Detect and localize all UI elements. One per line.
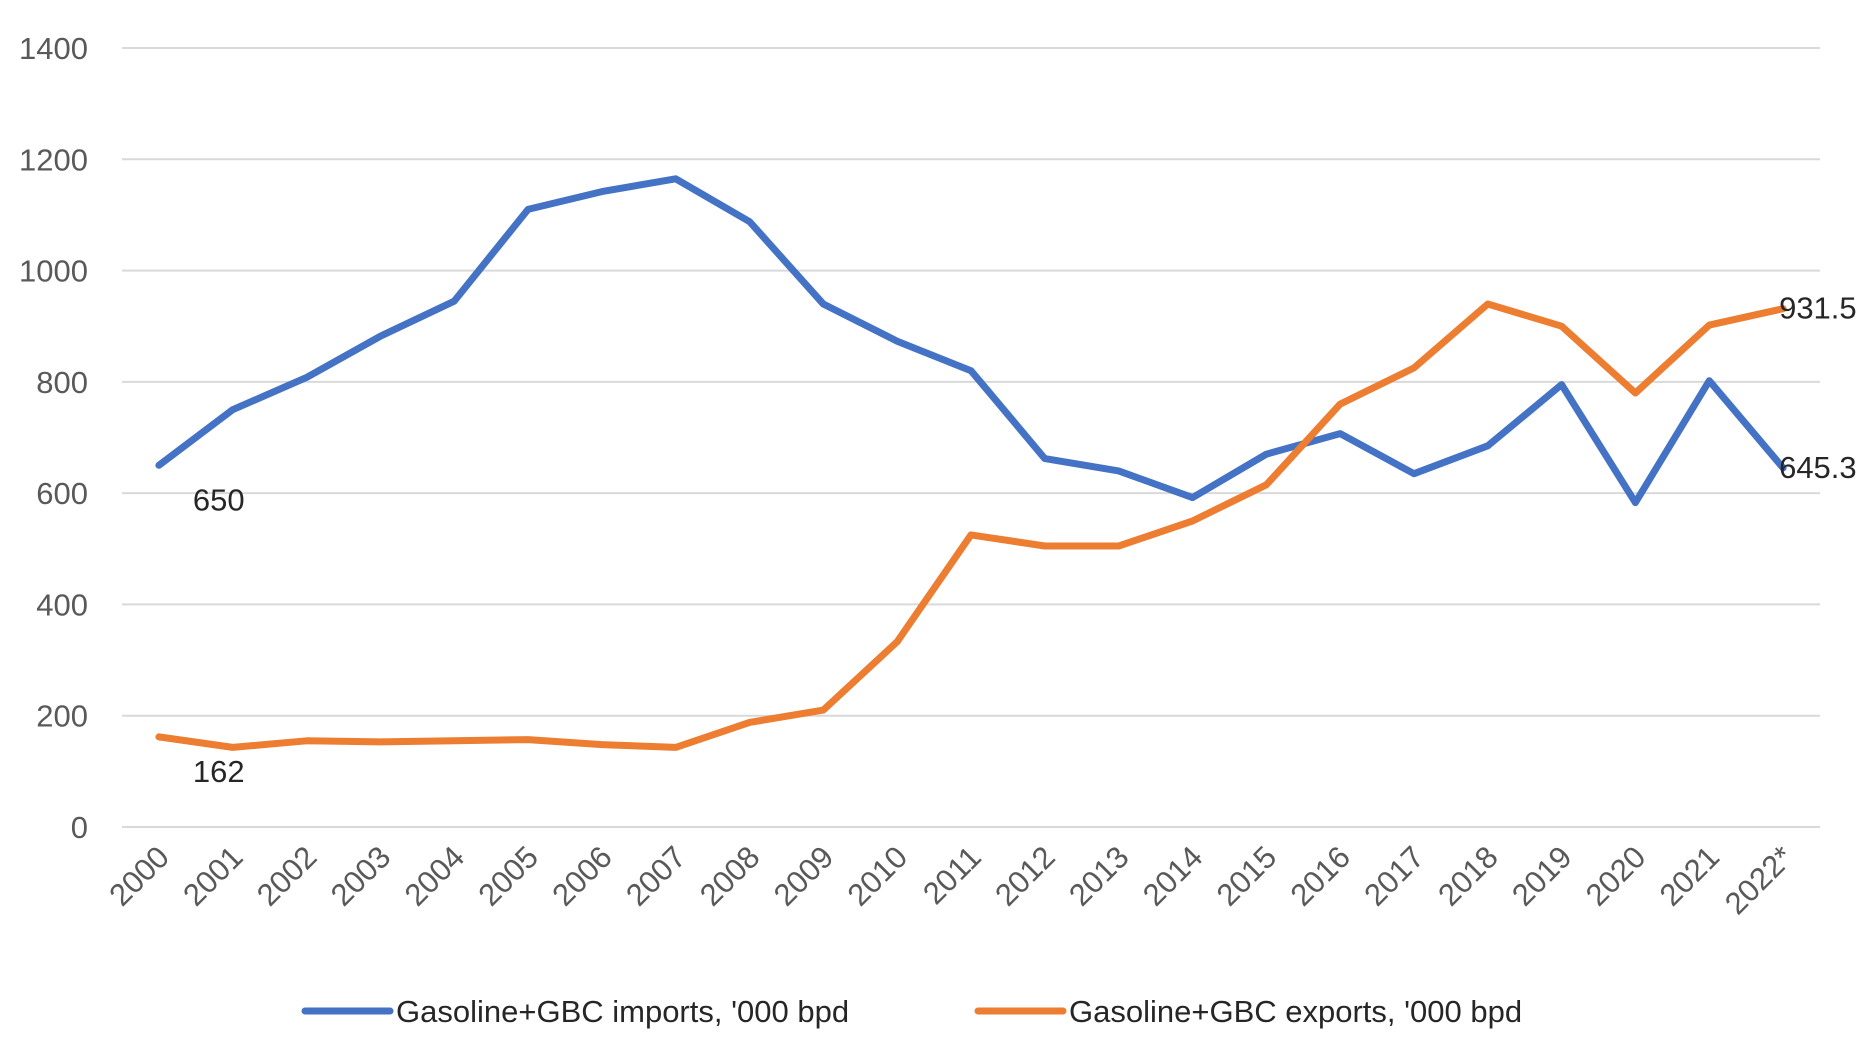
- x-tick-label: 2000: [102, 839, 176, 913]
- series-lines: [155, 175, 1787, 751]
- x-tick-label: 2013: [1062, 839, 1136, 913]
- y-tick-label: 1400: [19, 31, 88, 66]
- series-line-exports: [155, 300, 1787, 751]
- data-label: 645.3: [1779, 450, 1856, 485]
- x-tick-label: 2007: [619, 839, 693, 913]
- data-label: 650: [193, 482, 245, 517]
- y-tick-label: 1200: [19, 142, 88, 177]
- x-tick-label: 2005: [471, 839, 545, 913]
- y-tick-label: 600: [36, 476, 88, 511]
- series-line-imports: [155, 175, 1787, 507]
- x-tick-label: 2011: [916, 839, 988, 911]
- x-tick-label: 2009: [767, 839, 841, 913]
- x-tick-label: 2004: [398, 839, 472, 913]
- x-tick-label: 2014: [1136, 839, 1210, 913]
- x-tick-label: 2002: [250, 839, 324, 913]
- x-tick-label: 2006: [545, 839, 619, 913]
- x-axis-ticks: 2000 2001 2002 2003 2004 2005 2006 2007 2008 2009…: [102, 839, 1800, 921]
- legend-label: Gasoline+GBC imports, '000 bpd: [396, 994, 849, 1029]
- x-tick-label: 2022*: [1718, 839, 1800, 921]
- data-labels: 650 645.3 162 931.5: [193, 291, 1856, 789]
- x-tick-label: 2008: [693, 839, 767, 913]
- legend-label: Gasoline+GBC exports, '000 bpd: [1069, 994, 1522, 1029]
- x-tick-label: 2001: [176, 839, 250, 913]
- x-tick-label: 2018: [1431, 839, 1505, 913]
- x-tick-label: 2021: [1653, 839, 1727, 913]
- x-tick-label: 2012: [988, 839, 1062, 913]
- x-tick-label: 2016: [1284, 839, 1358, 913]
- x-tick-label: 2015: [1210, 839, 1284, 913]
- y-tick-label: 800: [36, 365, 88, 400]
- y-tick-label: 400: [36, 587, 88, 622]
- x-tick-label: 2020: [1579, 839, 1653, 913]
- legend: Gasoline+GBC imports, '000 bpd Gasoline+G…: [301, 994, 1522, 1029]
- y-axis-ticks: 0 200 400 600 800 1000 1200 1400: [19, 31, 88, 845]
- x-tick-label: 2010: [841, 839, 915, 913]
- data-label: 931.5: [1779, 291, 1856, 326]
- y-tick-label: 1000: [19, 254, 88, 289]
- x-tick-label: 2003: [324, 839, 398, 913]
- gridlines: [122, 47, 1820, 828]
- x-tick-label: 2019: [1505, 839, 1579, 913]
- y-tick-label: 200: [36, 699, 88, 734]
- x-tick-label: 2017: [1357, 839, 1431, 913]
- data-label: 162: [193, 754, 245, 789]
- y-tick-label: 0: [71, 810, 88, 845]
